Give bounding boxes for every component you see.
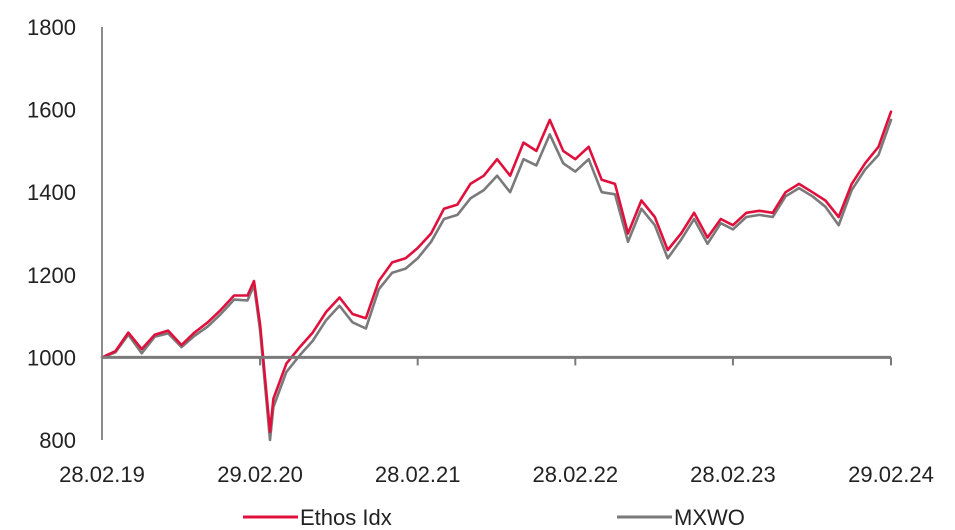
x-tick-label: 29.02.20 bbox=[217, 462, 303, 487]
legend: Ethos Idx MXWO bbox=[243, 505, 745, 530]
legend-label: MXWO bbox=[674, 505, 745, 530]
series-line-ethos-idx bbox=[100, 110, 893, 433]
y-tick-label: 1200 bbox=[27, 263, 76, 288]
series-lines bbox=[100, 110, 893, 442]
y-tick-label: 1600 bbox=[27, 98, 76, 123]
x-tick-label: 28.02.22 bbox=[532, 462, 618, 487]
y-tick-label: 800 bbox=[39, 428, 76, 453]
y-tick-label: 1400 bbox=[27, 180, 76, 205]
y-axis-tick-labels: 800 1000 1200 1400 1600 1800 bbox=[27, 15, 76, 453]
x-tick-label: 28.02.23 bbox=[690, 462, 776, 487]
y-tick-label: 1000 bbox=[27, 345, 76, 370]
y-tick-label: 1800 bbox=[27, 15, 76, 40]
x-tick-label: 28.02.21 bbox=[375, 462, 461, 487]
x-tick-label: 28.02.19 bbox=[59, 462, 145, 487]
x-axis-tick-labels: 28.02.19 29.02.20 28.02.21 28.02.22 28.02.23… bbox=[59, 462, 934, 487]
legend-label: Ethos Idx bbox=[300, 505, 392, 530]
series-line-mxwo bbox=[100, 118, 893, 442]
x-tick-label: 29.02.24 bbox=[848, 462, 934, 487]
